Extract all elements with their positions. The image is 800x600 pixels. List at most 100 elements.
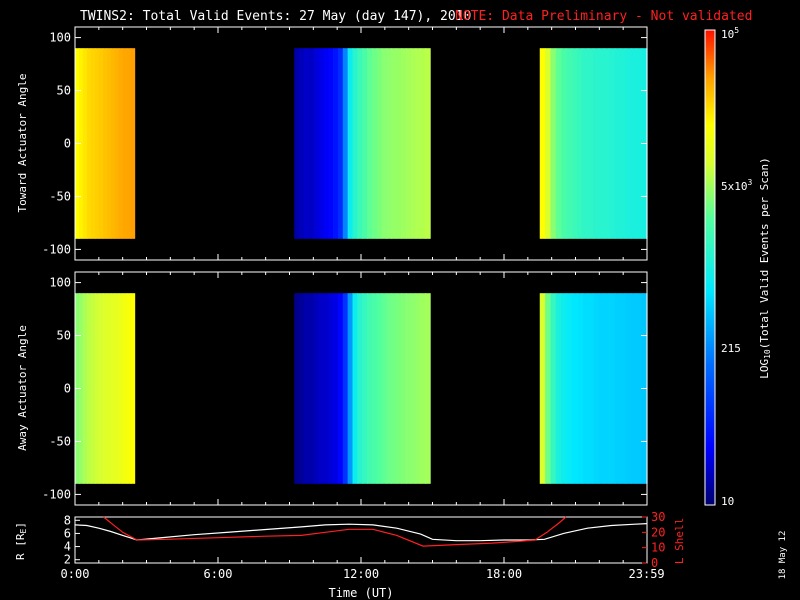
toward-y-tick-label: -50 [49, 189, 71, 203]
toward-heatmap-cell-0-4 [90, 48, 96, 239]
toward-heatmap-cell-2-17 [630, 48, 637, 239]
toward-heatmap-cell-0-7 [102, 48, 108, 239]
away-heatmap-cell-1-19 [386, 293, 392, 484]
colorbar-label: LOG10(Total Valid Events per Scan) [758, 157, 772, 379]
toward-heatmap-cell-2-14 [614, 48, 621, 239]
away-heatmap-cell-2-4 [561, 293, 568, 484]
away-y-tick-label: 100 [49, 276, 71, 290]
toward-heatmap-cell-1-19 [386, 48, 392, 239]
toward-heatmap-cell-2-13 [609, 48, 616, 239]
away-y-tick-label: -50 [49, 434, 71, 448]
away-heatmap-cell-1-14 [362, 293, 368, 484]
toward-heatmap-cell-2-15 [620, 48, 627, 239]
away-heatmap-cell-1-24 [410, 293, 417, 484]
colorbar-tick-10: 10 [721, 495, 734, 508]
away-heatmap-cell-2-3 [555, 293, 562, 484]
x-tick-label: 6:00 [204, 567, 233, 581]
toward-heatmap-cell-1-8 [333, 48, 339, 239]
toward-heatmap-cell-1-0 [294, 48, 300, 239]
orbit-right-tick-label: 20 [651, 525, 665, 539]
away-heatmap-cell-1-15 [367, 293, 373, 484]
toward-heatmap-cell-2-9 [588, 48, 594, 239]
away-heatmap-cell-1-8 [333, 293, 339, 484]
panel-toward: 100 50 0 -50 -100 Toward Actuator Angle [16, 26, 648, 261]
away-heatmap-cell-1-12 [352, 293, 358, 484]
toward-heatmap-cell-1-7 [328, 48, 334, 239]
chart-title: TWINS2: Total Valid Events: 27 May (day … [80, 9, 471, 24]
toward-heatmap-cell-0-6 [98, 48, 104, 239]
away-heatmap-cell-0-7 [102, 293, 108, 484]
toward-heatmap-cell-1-12 [352, 48, 358, 239]
toward-heatmap-cell-1-21 [396, 48, 402, 239]
colorbar-frame [704, 29, 716, 506]
away-heatmap-cell-1-7 [328, 293, 334, 484]
toward-heatmap-cell-0-2 [82, 48, 88, 239]
away-heatmap-cell-0-8 [106, 293, 112, 484]
toward-heatmap-cell-2-0 [539, 48, 546, 239]
away-heatmap-cell-2-11 [598, 293, 605, 484]
series-line-R [74, 523, 648, 542]
away-heatmap-cell-0-3 [86, 293, 92, 484]
toward-heatmap-cell-1-14 [362, 48, 368, 239]
away-heatmap-cell-0-5 [94, 293, 100, 484]
away-y-tick-label: -100 [42, 487, 71, 501]
toward-heatmap-cell-2-11 [598, 48, 605, 239]
toward-heatmap-cell-1-20 [391, 48, 397, 239]
panel-away: 100 50 0 -50 -100 Away Actuator Angle [16, 271, 648, 506]
away-heatmap-cell-2-5 [566, 293, 573, 484]
away-heatmap-cell-1-25 [415, 293, 422, 484]
colorbar-gradient [705, 30, 715, 505]
away-heatmap-cell-0-9 [110, 293, 116, 484]
toward-heatmap-cell-1-11 [347, 48, 354, 239]
away-heatmap-cell-2-7 [577, 293, 584, 484]
away-y-tick-label: 0 [64, 382, 71, 396]
away-heatmap-cell-2-6 [571, 293, 578, 484]
away-heatmap-cell-2-9 [588, 293, 594, 484]
orbit-left-tick-label: 6 [64, 526, 71, 540]
away-heatmap-cell-1-16 [371, 293, 378, 484]
toward-heatmap-cell-0-13 [126, 48, 132, 239]
toward-heatmap-cell-2-7 [577, 48, 584, 239]
toward-heatmap-cell-1-2 [303, 48, 310, 239]
toward-y-tick-label: 100 [49, 31, 71, 45]
away-heatmap-cell-1-1 [299, 293, 305, 484]
away-heatmap-cell-0-4 [90, 293, 96, 484]
away-heatmap-cell-2-14 [614, 293, 621, 484]
orbit-left-tick-label: 8 [64, 513, 71, 527]
toward-heatmap-cell-2-8 [582, 48, 589, 239]
away-heatmap-cell-2-15 [620, 293, 627, 484]
away-heatmap-cell-1-20 [391, 293, 397, 484]
away-heatmap-cell-0-13 [126, 293, 132, 484]
toward-heatmap [75, 48, 648, 239]
away-heatmap-cell-1-22 [401, 293, 407, 484]
orbit-right-tick-label: 0 [651, 556, 658, 570]
toward-y-tick-label: 50 [57, 84, 71, 98]
date-stamp: 18 May 12 [778, 531, 788, 580]
toward-heatmap-cell-1-26 [420, 48, 426, 239]
toward-heatmap-cell-2-16 [625, 48, 632, 239]
orbit-left-y-label: R [RE] [14, 522, 28, 560]
away-heatmap-cell-2-1 [545, 293, 552, 484]
away-heatmap-cell-0-12 [122, 293, 128, 484]
away-heatmap-cell-2-8 [582, 293, 589, 484]
toward-y-tick-label: -100 [42, 242, 71, 256]
toward-heatmap-cell-1-16 [371, 48, 378, 239]
away-heatmap [75, 293, 648, 484]
toward-heatmap-cell-1-22 [401, 48, 407, 239]
away-heatmap-cell-0-10 [114, 293, 120, 484]
away-y-ticks: 100 50 0 -50 -100 [42, 272, 648, 505]
toward-heatmap-cell-2-3 [555, 48, 562, 239]
orbit-left-tick-label: 4 [64, 540, 71, 554]
colorbar: 10 215 5x103 105 LOG10(Total Valid Event… [704, 26, 772, 508]
toward-heatmap-cell-2-12 [604, 48, 611, 239]
x-axis-label: Time (UT) [328, 586, 393, 600]
colorbar-tick-5e3: 5x103 [721, 178, 753, 193]
toward-heatmap-cell-0-11 [118, 48, 124, 239]
toward-heatmap-cell-1-17 [376, 48, 383, 239]
away-y-tick-label: 50 [57, 329, 71, 343]
toward-heatmap-cell-2-5 [566, 48, 573, 239]
away-heatmap-cell-0-14 [130, 293, 136, 484]
series-line-L-shell [103, 516, 567, 547]
